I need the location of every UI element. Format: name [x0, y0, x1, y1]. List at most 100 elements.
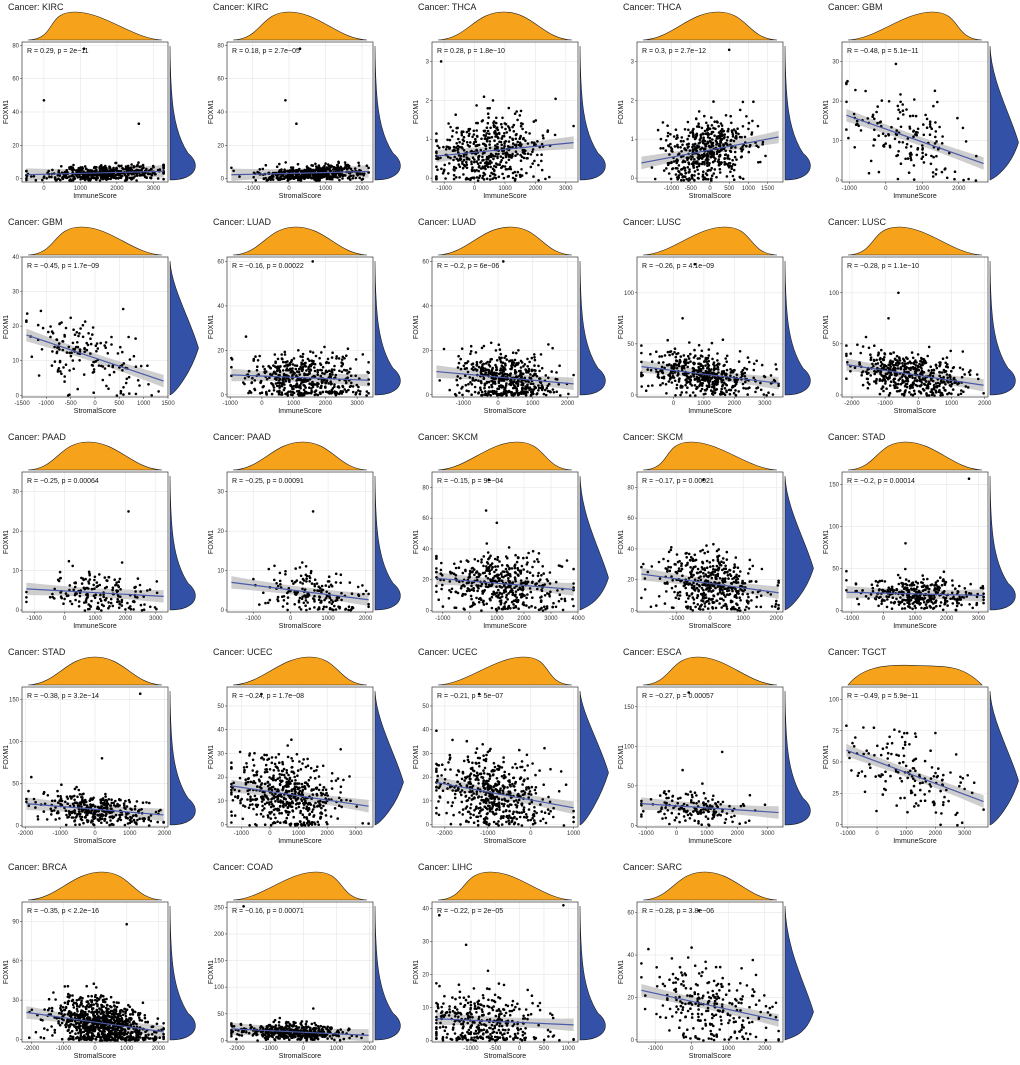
data-point — [735, 373, 739, 377]
data-point — [701, 376, 705, 379]
data-point — [700, 126, 704, 130]
data-point — [685, 143, 689, 146]
x-tick-label: 0 — [473, 186, 477, 192]
data-point — [473, 390, 477, 394]
data-point — [725, 162, 728, 166]
data-point — [736, 127, 739, 130]
data-point — [268, 598, 272, 602]
data-point — [511, 152, 514, 156]
data-point — [716, 381, 719, 384]
data-point — [861, 383, 865, 387]
data-point — [702, 170, 705, 173]
data-point — [344, 163, 347, 167]
data-point — [936, 100, 939, 104]
data-point — [139, 603, 143, 607]
data-point — [691, 145, 694, 149]
data-point — [477, 391, 481, 394]
data-point — [292, 357, 296, 360]
data-point — [41, 326, 45, 330]
x-tick-label: 2000 — [355, 186, 369, 192]
data-point — [537, 389, 540, 392]
data-point — [901, 357, 905, 361]
data-point — [274, 361, 277, 365]
data-point — [908, 374, 911, 378]
data-point — [669, 177, 673, 181]
data-point — [695, 117, 698, 121]
data-point — [103, 344, 106, 347]
data-point — [486, 165, 490, 169]
data-point — [555, 390, 558, 394]
data-point — [85, 176, 88, 180]
data-point — [268, 177, 272, 181]
y-tick-label: 1 — [631, 137, 635, 143]
data-point — [711, 392, 714, 396]
stat-label: R = −0.26, p = 4.1e−09 — [642, 263, 714, 270]
data-point — [697, 110, 701, 113]
data-point — [936, 381, 940, 385]
data-point — [139, 590, 142, 593]
data-point — [63, 375, 66, 378]
data-point — [867, 171, 871, 175]
data-point — [723, 160, 726, 164]
data-point — [932, 155, 935, 159]
data-point — [128, 392, 131, 395]
data-point — [680, 173, 683, 176]
data-point — [517, 349, 520, 352]
data-point — [515, 174, 518, 177]
y-tick-label: 0 — [16, 608, 20, 614]
data-point — [499, 140, 503, 144]
data-point — [945, 373, 949, 376]
data-point — [435, 165, 438, 168]
data-point — [691, 155, 694, 158]
data-point — [367, 166, 370, 170]
data-point — [480, 390, 484, 394]
data-point — [504, 384, 508, 387]
data-point — [102, 595, 105, 599]
data-point — [67, 345, 71, 349]
data-point — [466, 177, 470, 181]
data-point — [728, 392, 732, 396]
y-tick-label: 0 — [221, 393, 225, 399]
data-point — [729, 388, 733, 392]
data-point — [471, 376, 475, 380]
data-point — [108, 169, 112, 173]
data-point — [138, 173, 142, 177]
x-axis-title: StromalScore — [74, 408, 117, 415]
data-point — [687, 179, 690, 182]
data-point — [156, 177, 160, 180]
data-point — [700, 349, 704, 353]
data-point — [252, 357, 256, 361]
data-point — [734, 136, 737, 140]
data-point — [931, 171, 935, 174]
data-point — [720, 127, 724, 131]
data-point — [519, 366, 523, 369]
data-point — [95, 585, 98, 588]
data-point — [477, 156, 480, 159]
data-point — [99, 599, 103, 603]
data-point — [887, 317, 890, 320]
stat-label: R = −0.16, p = 0.00022 — [232, 263, 304, 270]
data-point — [689, 360, 692, 363]
data-point — [703, 114, 706, 118]
data-point — [489, 126, 492, 130]
data-point — [157, 390, 160, 393]
panel-title: Cancer: PAAD — [213, 432, 271, 442]
data-point — [282, 599, 286, 602]
y-tick-label: 0 — [426, 176, 430, 182]
data-point — [531, 148, 535, 151]
data-point — [486, 393, 489, 397]
data-point — [940, 142, 944, 145]
data-point — [682, 159, 685, 163]
data-point — [710, 368, 713, 371]
data-point — [517, 393, 520, 396]
stat-label: R = −0.25, p = 0.00064 — [27, 478, 99, 485]
y-tick-label: 30 — [12, 490, 19, 496]
data-point — [504, 155, 508, 159]
data-point — [334, 572, 338, 576]
data-point — [470, 160, 473, 163]
data-point — [479, 388, 483, 392]
data-point — [354, 393, 358, 396]
data-point — [934, 135, 937, 139]
data-point — [479, 161, 482, 165]
